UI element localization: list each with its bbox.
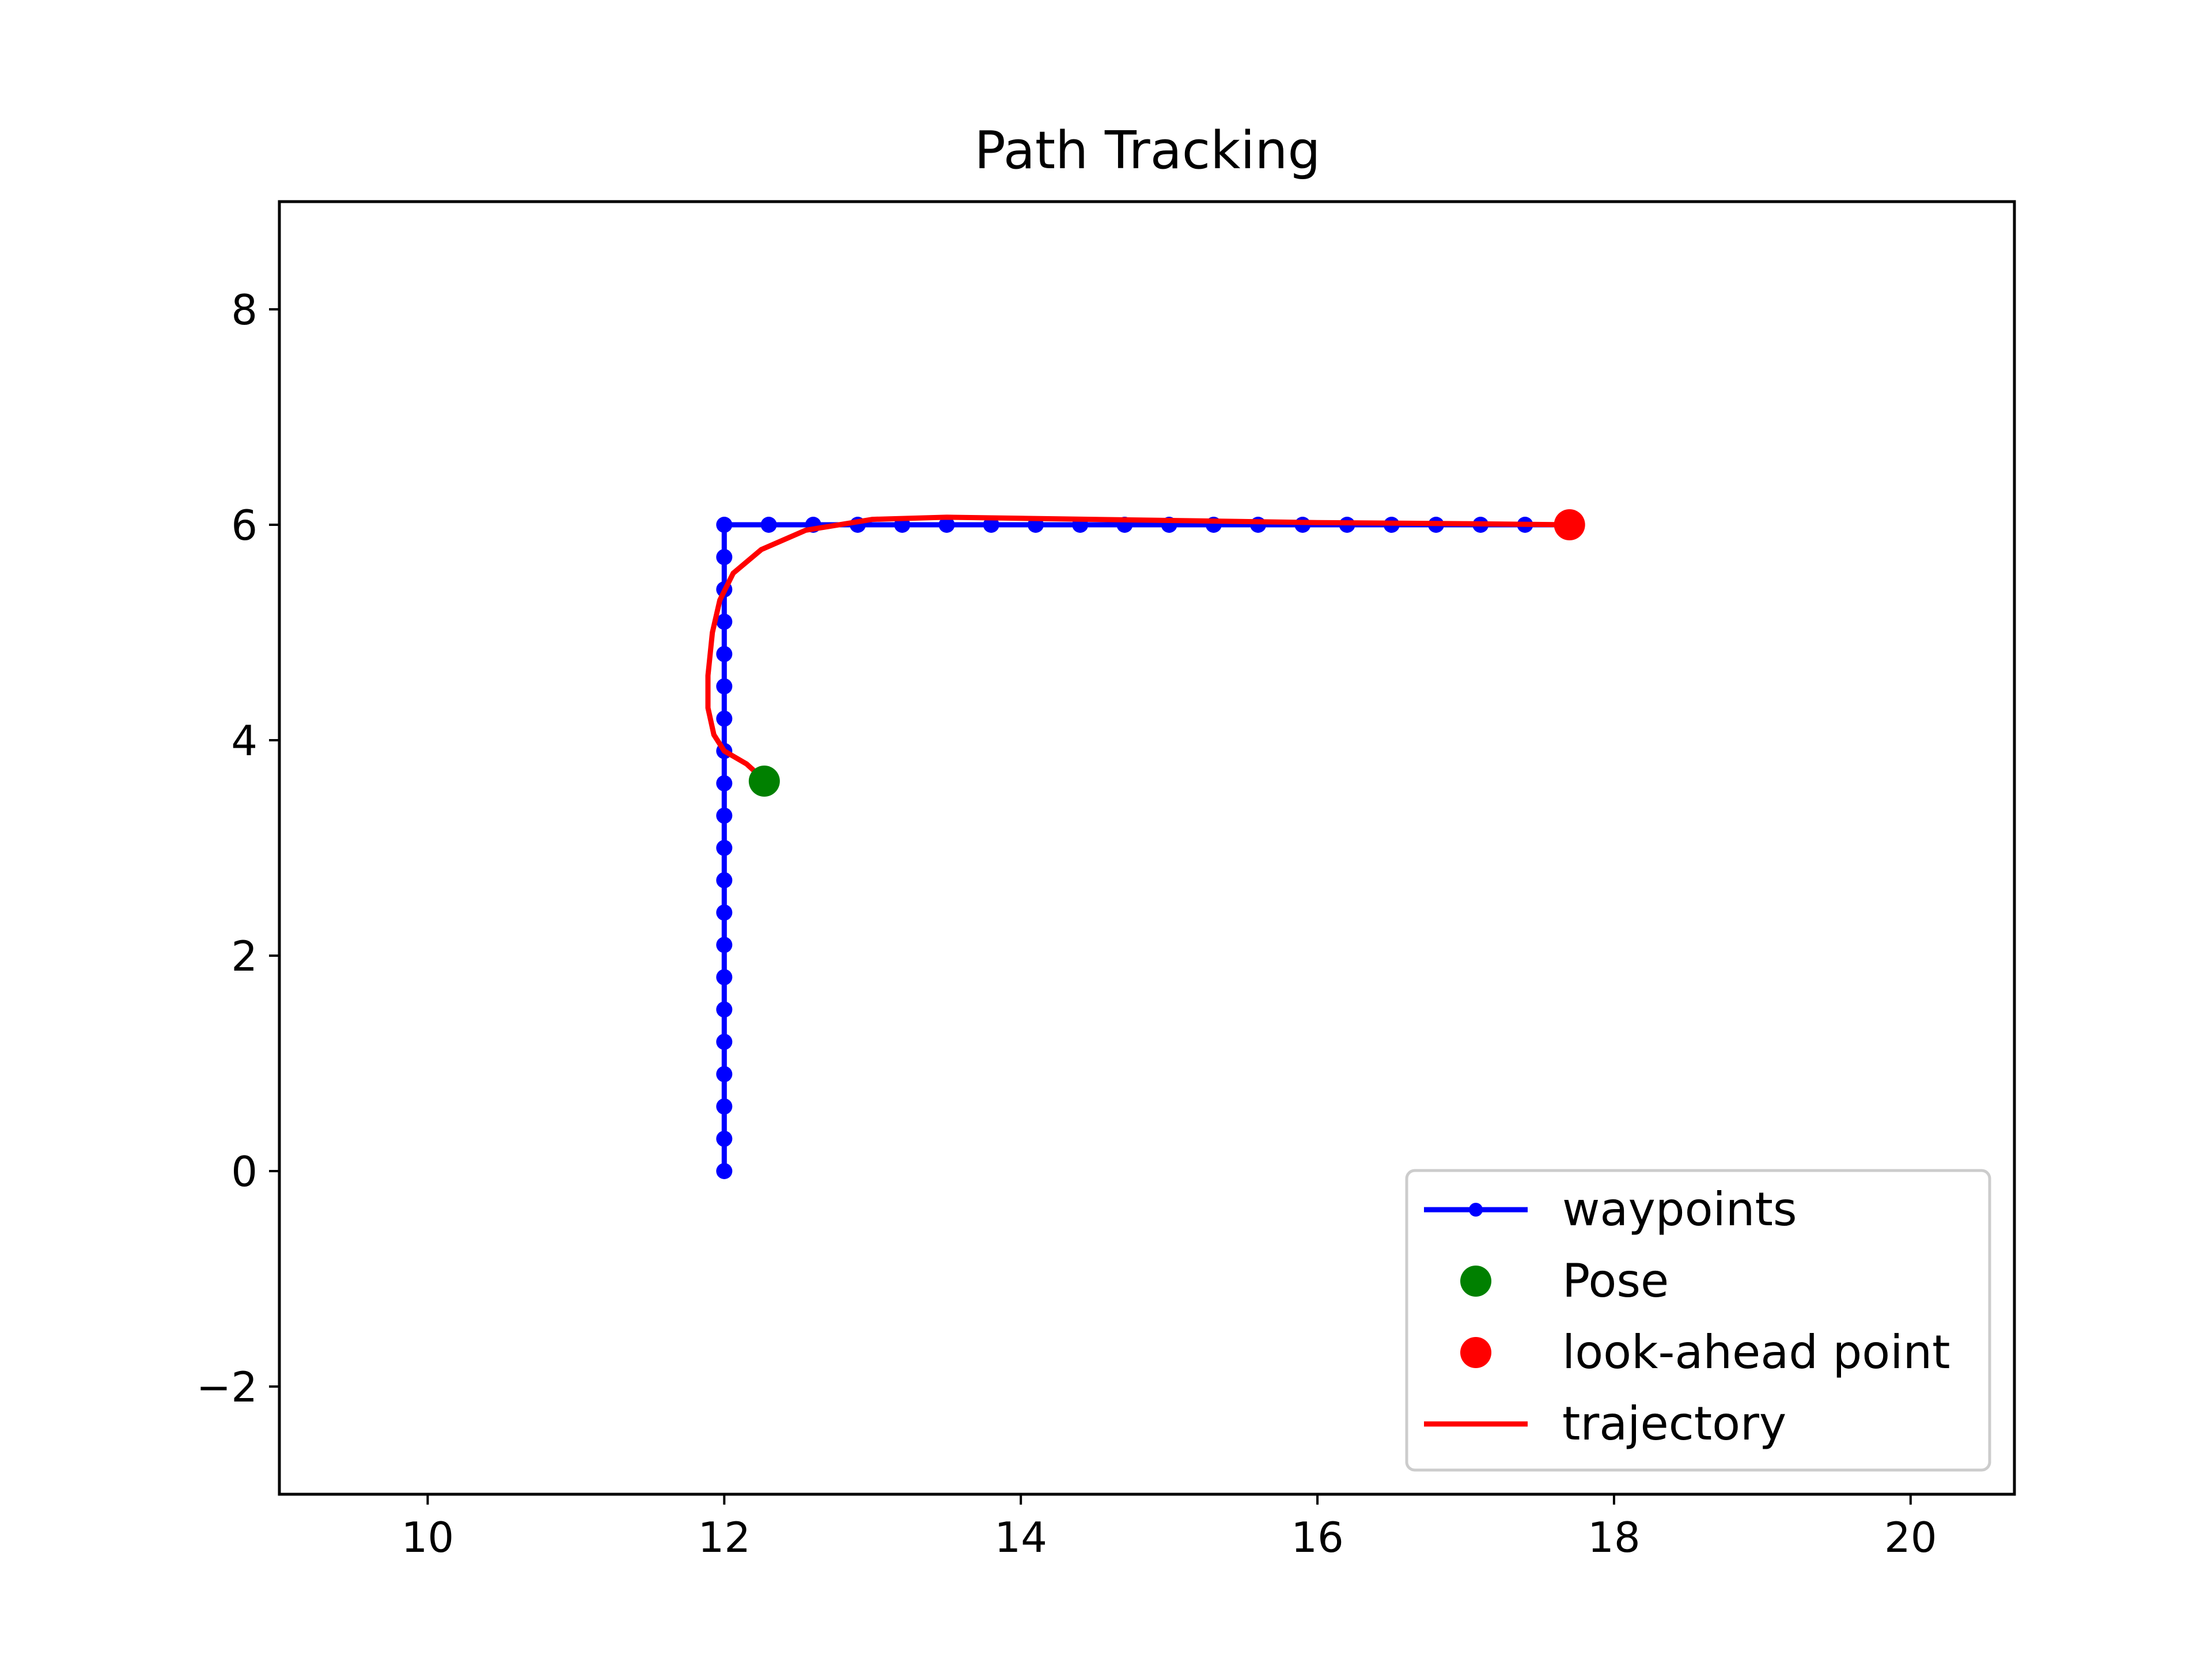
waypoints-line [721, 522, 1570, 1171]
waypoint-marker [716, 613, 733, 630]
pose-marker [748, 766, 780, 797]
waypoint-marker [716, 1098, 733, 1115]
x-tick-label: 14 [994, 1513, 1047, 1562]
waypoint-marker [716, 1033, 733, 1050]
waypoint-marker [716, 678, 733, 695]
x-tick-label: 12 [698, 1513, 751, 1562]
waypoint-marker [983, 517, 999, 533]
waypoint-marker [716, 1066, 733, 1082]
y-tick-label: 8 [231, 286, 257, 334]
legend-entry-waypoints: waypoints [1424, 1183, 1797, 1236]
waypoint-marker [716, 549, 733, 566]
waypoint-marker [938, 517, 955, 533]
x-tick-label: 10 [402, 1513, 454, 1562]
y-tick-label: 2 [231, 932, 257, 980]
y-tick-label: 0 [231, 1147, 257, 1196]
waypoint-marker [716, 646, 733, 662]
waypoint-marker [716, 1130, 733, 1147]
waypoint-marker [716, 775, 733, 791]
waypoint-marker [716, 904, 733, 921]
x-tick-label: 16 [1291, 1513, 1344, 1562]
legend-box [1405, 1169, 1991, 1472]
series-layer [705, 509, 1585, 1179]
waypoint-marker [716, 1163, 733, 1179]
look-ahead-point-marker [1554, 509, 1585, 540]
x-tick-label: 18 [1588, 1513, 1641, 1562]
waypoint-marker [716, 1001, 733, 1018]
waypoint-marker [716, 807, 733, 824]
x-tick-label: 20 [1884, 1513, 1937, 1562]
waypoint-marker [716, 517, 733, 533]
legend-entry-pose: Pose [1460, 1254, 1669, 1308]
waypoint-marker [716, 872, 733, 889]
legend-entry-look-ahead-point: look-ahead point [1460, 1325, 1950, 1379]
legend-look-ahead-marker [1460, 1337, 1491, 1368]
waypoint-marker [716, 937, 733, 953]
trajectory-line [705, 514, 1573, 783]
chart-title: Path Tracking [975, 120, 1321, 181]
y-axis: −2 0 2 4 6 8 [196, 286, 279, 1411]
legend-label-pose: Pose [1562, 1254, 1669, 1308]
y-tick-label: 6 [231, 501, 257, 550]
waypoint-marker [716, 969, 733, 986]
legend-label-look-ahead-point: look-ahead point [1562, 1325, 1950, 1379]
y-tick-label: −2 [196, 1363, 257, 1411]
axes-frame [278, 200, 2016, 1496]
legend-waypoints-marker [1469, 1203, 1483, 1217]
waypoint-marker [716, 840, 733, 856]
legend: waypoints Pose look-ahead point trajecto… [1405, 1169, 1991, 1472]
y-tick-label: 4 [231, 717, 257, 765]
legend-label-waypoints: waypoints [1562, 1183, 1797, 1236]
waypoint-marker [716, 710, 733, 727]
x-axis: 10 12 14 16 18 20 [402, 1494, 1937, 1562]
legend-entry-trajectory: trajectory [1424, 1397, 1786, 1450]
waypoint-marker [760, 517, 777, 533]
legend-pose-marker [1460, 1266, 1491, 1297]
legend-label-trajectory: trajectory [1562, 1397, 1786, 1450]
